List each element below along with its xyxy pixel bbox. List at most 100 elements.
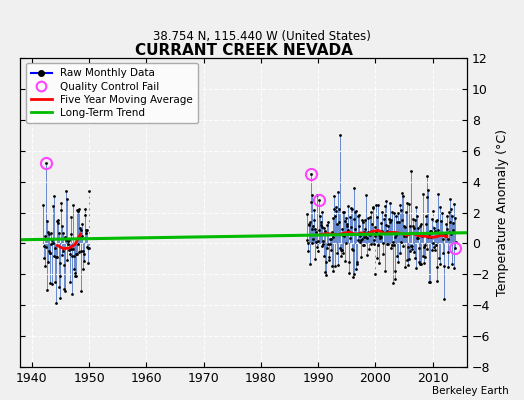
Point <box>396 202 404 208</box>
Point <box>40 255 48 261</box>
Point <box>387 245 395 252</box>
Point <box>407 168 416 174</box>
Point <box>425 228 434 234</box>
Point <box>312 229 320 235</box>
Point <box>72 206 81 213</box>
Point <box>356 233 364 240</box>
Point <box>409 216 417 222</box>
Point <box>334 219 343 226</box>
Point <box>445 229 454 235</box>
Point <box>345 259 353 266</box>
Point <box>434 227 442 233</box>
Point <box>309 223 318 229</box>
Point <box>335 244 344 251</box>
Point <box>322 272 331 278</box>
Point <box>355 223 363 229</box>
Point <box>425 231 433 238</box>
Point <box>78 233 86 240</box>
Title: CURRANT CREEK NEVADA: CURRANT CREEK NEVADA <box>135 43 353 58</box>
Point <box>303 237 311 243</box>
Point <box>320 253 329 259</box>
Point <box>321 228 330 234</box>
Point <box>440 296 448 302</box>
Point <box>82 227 90 233</box>
Point <box>368 204 377 210</box>
Point <box>372 202 380 208</box>
Point <box>419 252 428 259</box>
Point <box>376 234 385 241</box>
Point <box>439 250 447 256</box>
Point <box>339 209 347 215</box>
Point <box>394 258 402 265</box>
Point <box>351 226 359 233</box>
Point <box>45 250 53 256</box>
Point <box>318 223 326 230</box>
Point <box>411 216 419 223</box>
Point <box>432 242 440 248</box>
Point <box>76 225 84 232</box>
Point <box>72 251 80 257</box>
Point <box>389 279 397 286</box>
Point <box>354 212 363 219</box>
Point <box>336 253 345 259</box>
Point <box>402 233 410 239</box>
Point <box>68 253 76 259</box>
Point <box>341 258 350 264</box>
Point <box>310 217 319 224</box>
Point <box>428 216 436 222</box>
Point <box>447 212 456 219</box>
Point <box>349 274 357 280</box>
Point <box>334 262 342 268</box>
Point <box>305 221 313 227</box>
Point <box>435 255 444 262</box>
Point <box>377 220 385 226</box>
Point <box>74 206 83 212</box>
Point <box>54 217 62 223</box>
Point <box>383 241 391 247</box>
Point <box>401 224 409 230</box>
Point <box>378 208 386 215</box>
Point <box>318 208 326 215</box>
Point <box>446 219 454 225</box>
Point <box>358 236 366 242</box>
Point <box>352 266 360 272</box>
Point <box>45 231 53 237</box>
Point <box>386 219 395 225</box>
Point <box>72 272 80 279</box>
Point <box>326 235 334 242</box>
Point <box>441 231 449 237</box>
Point <box>366 232 375 239</box>
Point <box>435 261 444 268</box>
Point <box>56 294 64 301</box>
Point <box>428 246 436 253</box>
Point <box>369 237 378 243</box>
Point <box>328 229 336 236</box>
Point <box>361 226 369 232</box>
Point <box>85 188 93 194</box>
Point <box>373 255 381 261</box>
Point <box>308 239 316 246</box>
Point <box>380 202 389 209</box>
Point <box>397 207 406 214</box>
Point <box>314 197 323 204</box>
Point <box>42 243 50 250</box>
Point <box>433 264 442 270</box>
Point <box>418 232 426 238</box>
Point <box>312 239 321 245</box>
Text: Berkeley Earth: Berkeley Earth <box>432 386 508 396</box>
Point <box>330 192 339 199</box>
Point <box>378 240 387 246</box>
Point <box>62 237 70 243</box>
Point <box>449 226 457 233</box>
Point <box>372 229 380 236</box>
Text: 38.754 N, 115.440 W (United States): 38.754 N, 115.440 W (United States) <box>153 30 371 43</box>
Point <box>402 231 411 237</box>
Point <box>367 227 376 234</box>
Point <box>436 204 444 210</box>
Point <box>363 234 371 241</box>
Point <box>342 240 351 246</box>
Point <box>400 264 409 270</box>
Point <box>313 192 321 198</box>
Point <box>56 260 64 266</box>
Point <box>406 223 414 229</box>
